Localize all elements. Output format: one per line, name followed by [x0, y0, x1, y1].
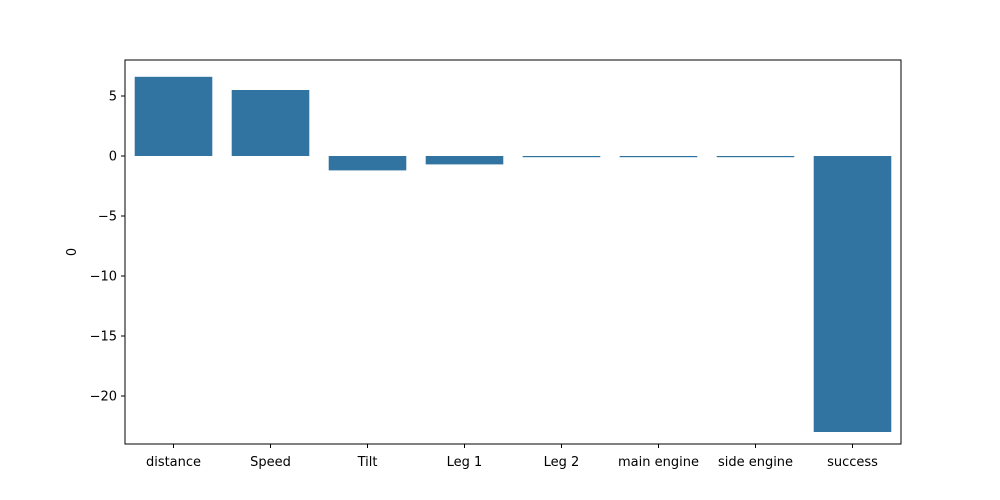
y-tick-label: −10 — [90, 270, 117, 285]
plot-frame — [124, 59, 902, 445]
y-tick-label: 5 — [109, 90, 117, 105]
y-axis-ticks: 5 0 −5 −10 −15 −20 — [90, 90, 125, 405]
bar — [619, 156, 698, 158]
y-tick-label: −15 — [90, 330, 117, 345]
bar — [813, 156, 892, 432]
y-tick-label: −20 — [90, 390, 117, 405]
x-tick-label: Leg 2 — [544, 455, 580, 470]
y-tick-label: 0 — [109, 150, 117, 165]
bar — [425, 156, 504, 165]
bar — [134, 76, 213, 156]
bar — [231, 90, 310, 156]
x-tick-label: main engine — [618, 455, 699, 470]
bar — [328, 156, 407, 171]
x-tick-label: Tilt — [357, 455, 378, 470]
x-tick-label: distance — [146, 455, 201, 470]
bar — [522, 156, 601, 158]
y-axis-label: 0 — [65, 248, 80, 256]
x-tick-label: Speed — [250, 455, 291, 470]
x-tick-label: success — [827, 455, 878, 470]
bars-group — [134, 76, 892, 432]
x-tick-label: Leg 1 — [447, 455, 483, 470]
y-tick-label: −5 — [98, 210, 117, 225]
x-tick-label: side engine — [718, 455, 793, 470]
x-axis-ticks: distance Speed Tilt Leg 1 Leg 2 main engine si… — [146, 444, 878, 470]
bar — [716, 156, 795, 158]
